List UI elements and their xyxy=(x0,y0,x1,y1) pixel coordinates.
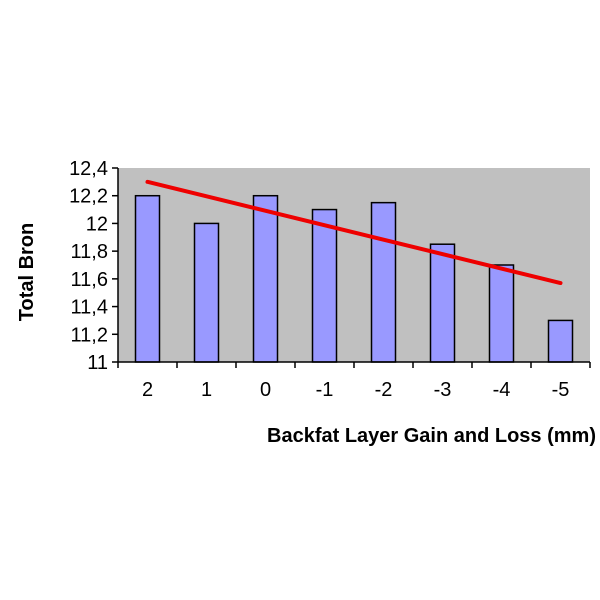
x-tick-label: -5 xyxy=(552,379,570,401)
y-tick-label: 11 xyxy=(87,352,108,374)
bars xyxy=(134,194,574,363)
y-tick-labels: 11 11,2 11,4 11,6 11,8 12 12,2 12,4 xyxy=(69,158,108,374)
trend-line xyxy=(145,179,563,286)
bar--5 xyxy=(547,319,574,363)
bar--3 xyxy=(429,243,456,363)
plot-area xyxy=(118,168,590,362)
bar-1 xyxy=(193,222,220,363)
y-tick-label: 11,2 xyxy=(71,324,108,346)
bar--4 xyxy=(488,264,515,363)
bar-2 xyxy=(134,194,161,363)
x-tick-label: -2 xyxy=(375,379,393,401)
x-tick-label: -3 xyxy=(434,379,452,401)
x-tick-label: 2 xyxy=(142,379,153,401)
bar--1 xyxy=(311,208,338,363)
x-tick-label: -1 xyxy=(316,379,334,401)
x-tick-label: 1 xyxy=(201,379,212,401)
y-tick-label: 11,6 xyxy=(71,269,108,291)
x-tick-label: 0 xyxy=(260,379,271,401)
x-tick-label: -4 xyxy=(493,379,511,401)
x-tick-labels: 2 1 0 -1 -2 -3 -4 -5 xyxy=(142,379,569,401)
y-tick-label: 12,4 xyxy=(69,158,108,180)
x-axis-title: Backfat Layer Gain and Loss (mm) xyxy=(267,425,596,447)
axes xyxy=(112,167,591,368)
y-tick-label: 12,2 xyxy=(69,186,108,208)
bar-0 xyxy=(252,194,279,363)
y-axis-title: Total Bron xyxy=(16,223,38,322)
bar--2 xyxy=(370,201,397,363)
y-tick-label: 12 xyxy=(86,213,108,235)
y-tick-label: 11,4 xyxy=(71,297,108,319)
y-tick-label: 11,8 xyxy=(71,241,108,263)
